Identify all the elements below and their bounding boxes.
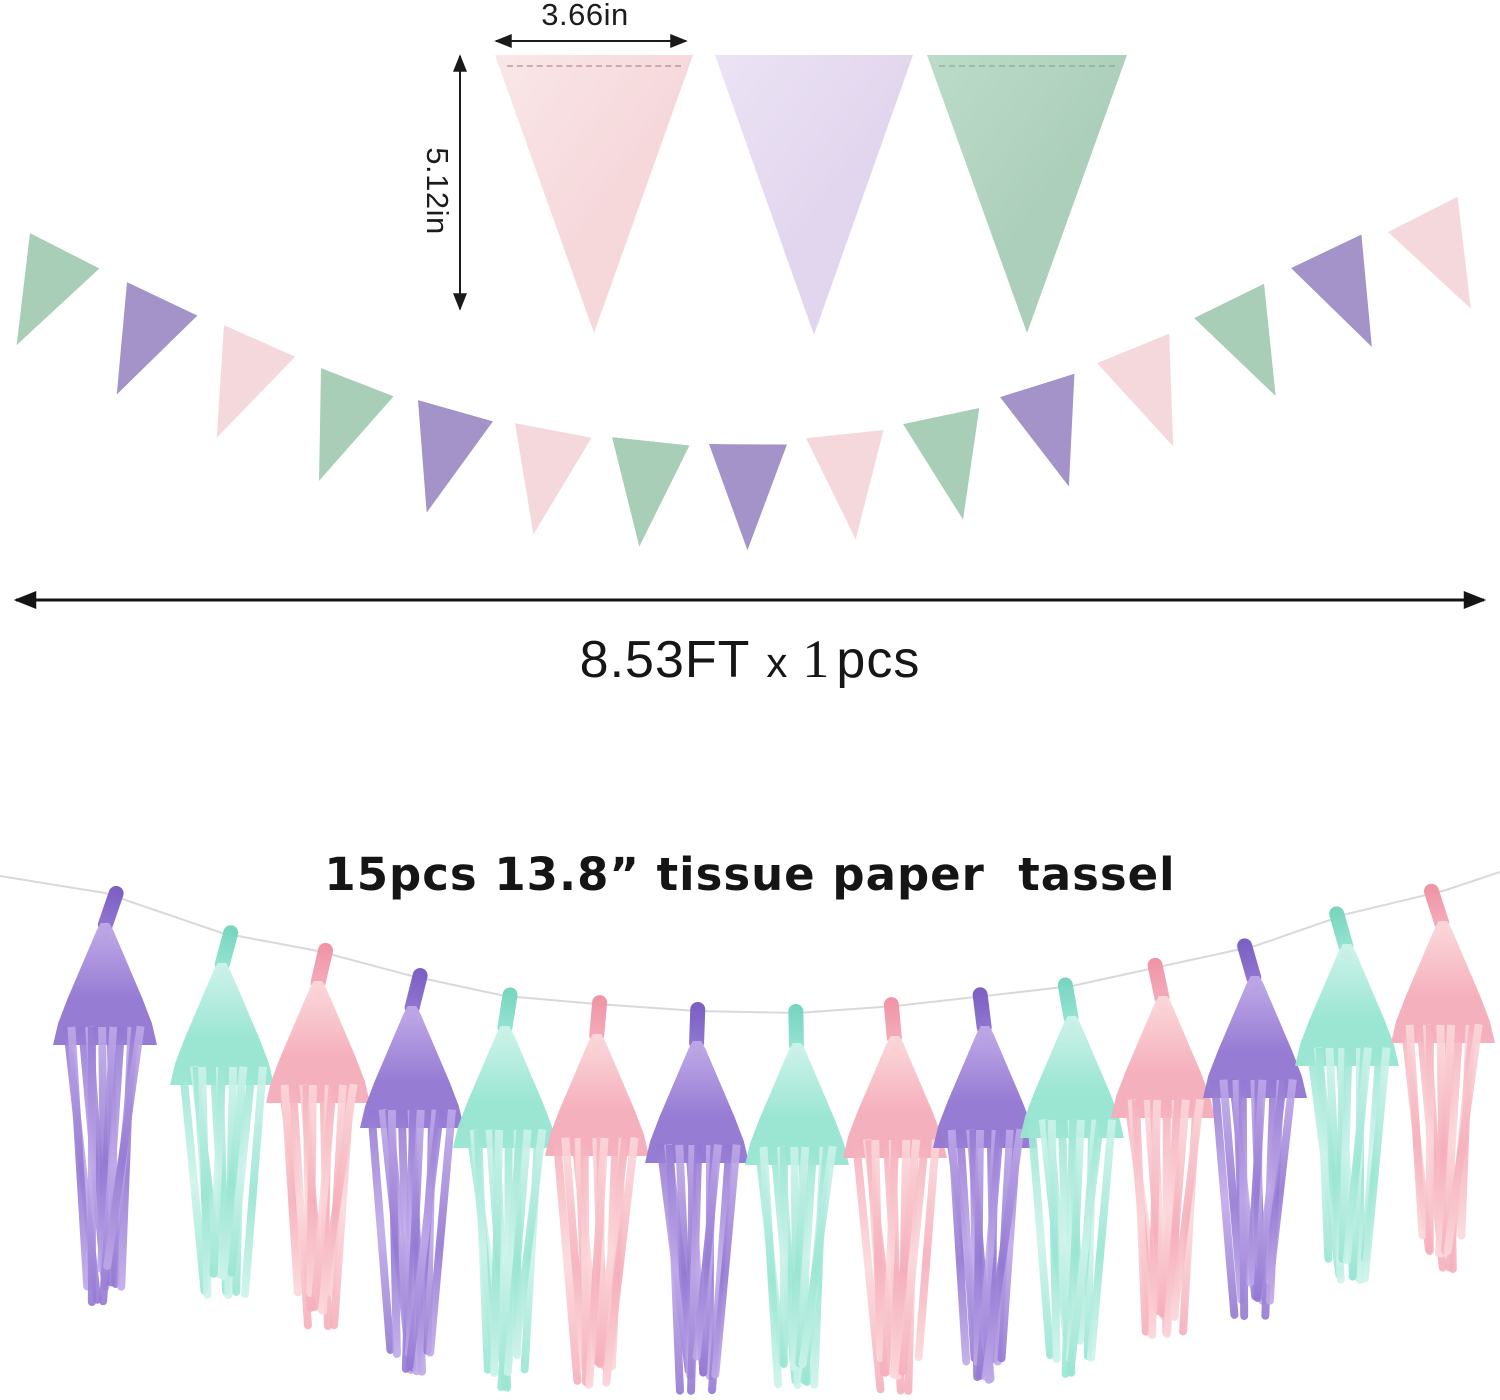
tassel-purple (931, 986, 1039, 1390)
flag-height-dimension: 5.12in (420, 147, 455, 235)
banner-length-count: 1 (802, 629, 831, 689)
flag-width-dimension: 3.66in (541, 0, 629, 32)
tassel-purple (51, 883, 159, 1307)
tassel-mint (1018, 976, 1126, 1378)
stitch-line (939, 65, 1115, 67)
tassel-purple (358, 966, 466, 1382)
tassel-purple (643, 1001, 751, 1395)
tassel-purple (1201, 936, 1309, 1321)
tassel-pink (841, 996, 949, 1395)
stitch-line (506, 65, 682, 67)
banner-length-label: 8.53FT x 1 pcs (0, 628, 1500, 690)
tassel-mint (743, 1003, 851, 1395)
tassel-mint (168, 923, 276, 1305)
tassel-pink (1389, 881, 1497, 1274)
tassel-strip (779, 1146, 788, 1369)
tassel-pink (264, 941, 372, 1331)
tassel-mint (1293, 904, 1401, 1290)
tassel-pink (543, 994, 651, 1395)
tassel-strip (1425, 1024, 1434, 1256)
tassel-garland-title: 15pcs 13.8” tissue paper tassel (324, 848, 1176, 901)
tassel-strip (87, 1026, 96, 1307)
tassel-pink (1109, 956, 1217, 1345)
banner-length-value: 8.53FT (579, 631, 751, 689)
banner-length-unit: pcs (836, 631, 921, 689)
banner-length-times: x (766, 639, 789, 686)
tassel-mint (451, 986, 559, 1392)
